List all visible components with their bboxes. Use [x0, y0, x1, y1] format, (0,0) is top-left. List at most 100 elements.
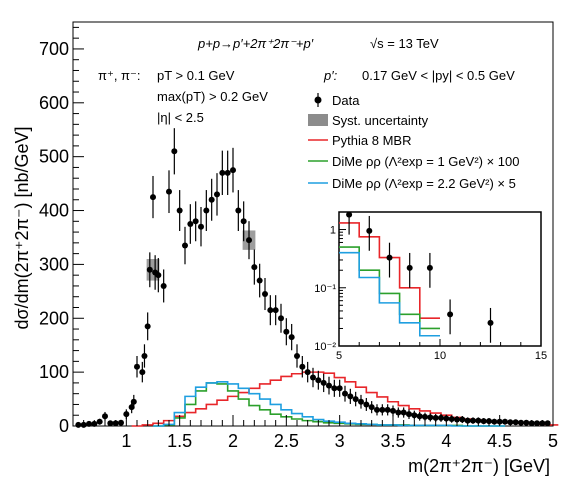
cut-maxpt: max(pT) > 0.2 GeV [157, 89, 268, 104]
cut-eta: |η| < 2.5 [157, 110, 204, 125]
data-marker [118, 419, 124, 426]
data-point [134, 356, 140, 378]
data-point [107, 420, 114, 427]
data-point [374, 404, 380, 416]
data-marker [326, 382, 332, 389]
legend: Data Syst. uncertainty Pythia 8 MBR DiMe… [308, 93, 519, 191]
data-marker [102, 413, 108, 420]
legend-label-dime2: DiMe ρρ (Λ²exp = 2.2 GeV²) × 5 [332, 176, 516, 191]
data-marker [416, 413, 423, 420]
data-point [395, 407, 402, 418]
data-point [144, 312, 151, 341]
data-marker [347, 393, 354, 400]
inset-data-point [366, 215, 373, 251]
legend-label-data: Data [332, 93, 360, 108]
data-point [315, 370, 322, 390]
data-marker [534, 420, 540, 427]
data-marker [246, 237, 252, 244]
data-point [480, 418, 487, 425]
data-marker [438, 414, 444, 421]
data-marker [331, 385, 338, 392]
data-marker [294, 352, 300, 359]
data-marker [176, 207, 183, 214]
x-axis-label: m(2π⁺2π⁻) [GeV] [408, 456, 550, 476]
data-marker [432, 414, 439, 421]
data-point [230, 147, 236, 193]
data-marker [150, 194, 156, 201]
data-marker [251, 264, 258, 271]
data-marker [374, 406, 380, 413]
data-marker [320, 379, 327, 386]
data-point [470, 417, 476, 424]
data-marker [198, 223, 204, 230]
data-point [267, 295, 274, 326]
y-tick-label: 700 [39, 39, 69, 59]
x-tick-label: 5 [548, 431, 558, 451]
x-tick-label: 4.5 [487, 431, 512, 451]
inset-data-point [426, 252, 433, 288]
data-marker [208, 196, 215, 203]
data-point [214, 173, 220, 216]
x-tick-label: 2 [228, 431, 238, 451]
axes: 1 1.5 2 2.5 3 3.5 4 4.5 5 0 100 200 300 400 500 600 700 [39, 26, 558, 451]
inset-y-tick-label: 10⁻² [314, 341, 336, 353]
y-axis-label: dσ/dm(2π⁺2π⁻) [nb/GeV] [12, 126, 32, 329]
data-point [203, 190, 210, 232]
data-point [251, 249, 258, 285]
data-marker [278, 315, 284, 322]
data-point [224, 150, 231, 196]
data-point [102, 411, 108, 421]
data-point [326, 376, 332, 395]
data-point [288, 323, 295, 351]
data-marker [310, 374, 316, 381]
data-point [272, 295, 279, 326]
data-point [176, 190, 183, 232]
data-point [278, 303, 284, 333]
inset-data-marker [346, 211, 353, 218]
data-point [219, 150, 226, 196]
data-marker [523, 419, 530, 426]
legend-label-syst: Syst. uncertainty [332, 113, 429, 128]
data-marker [315, 377, 322, 384]
data-marker [219, 169, 226, 176]
data-point [352, 391, 359, 407]
data-point [86, 420, 92, 427]
data-marker [224, 169, 231, 176]
data-point [416, 411, 423, 421]
data-marker [128, 404, 135, 411]
data-point [246, 221, 252, 260]
data-marker [544, 420, 551, 427]
data-point [544, 420, 551, 427]
data-point [166, 170, 172, 214]
data-marker [336, 385, 343, 392]
data-point [438, 413, 444, 422]
data-marker [160, 282, 167, 289]
data-marker [235, 207, 242, 214]
data-marker [427, 414, 434, 421]
data-point [502, 418, 508, 425]
data-marker [454, 416, 460, 423]
data-point [448, 415, 455, 423]
data-marker [368, 404, 375, 411]
data-point [427, 413, 434, 422]
data-point [347, 388, 354, 404]
data-point [422, 412, 428, 422]
y-tick-label: 200 [39, 308, 69, 328]
data-point [368, 401, 375, 414]
plot-frame [72, 21, 554, 427]
inset-series-line-2 [339, 251, 440, 337]
data-marker [400, 409, 407, 416]
inset-data-marker [386, 254, 393, 261]
data-point [75, 421, 82, 428]
data-marker [146, 266, 153, 273]
data-point [256, 263, 263, 298]
inset-data-marker [406, 264, 413, 271]
data-marker [304, 369, 311, 376]
proton-cut-label: p′: [323, 68, 338, 83]
data-marker [448, 415, 455, 422]
data-point [342, 385, 348, 402]
data-marker [352, 396, 359, 403]
data-point [141, 344, 148, 368]
legend-label-dime1: DiMe ρρ (Λ²exp = 1 GeV²) × 100 [332, 154, 519, 169]
